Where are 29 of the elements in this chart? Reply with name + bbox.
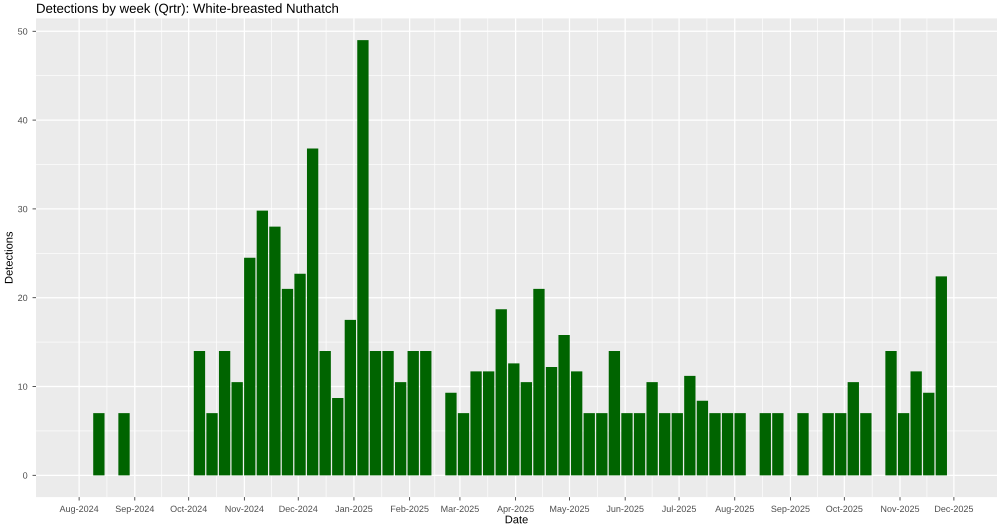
y-tick-label: 30 bbox=[18, 206, 28, 212]
x-tick-label: Jul-2025 bbox=[662, 505, 696, 512]
x-tick-label: Mar-2025 bbox=[441, 506, 479, 512]
x-tick-label: Aug-2025 bbox=[715, 506, 754, 514]
x-tick-label: Oct-2024 bbox=[170, 506, 207, 512]
x-tick-label: Sep-2025 bbox=[771, 506, 810, 514]
x-tick-label: Jan-2025 bbox=[335, 506, 372, 512]
chart-title: Detections by week (Qrtr): White-breasted Nuthatch bbox=[37, 3, 338, 16]
y-tick-label: 0 bbox=[23, 472, 28, 479]
y-tick-label: 40 bbox=[18, 117, 28, 124]
x-tick-label: Aug-2024 bbox=[60, 506, 98, 514]
x-tick-label: Jun-2025 bbox=[606, 506, 644, 512]
bar bbox=[93, 413, 105, 476]
x-tick-label: Feb-2025 bbox=[391, 505, 429, 512]
x-tick-label: May-2025 bbox=[550, 506, 590, 514]
y-tick-label: 20 bbox=[18, 294, 28, 302]
y-tick-label: 50 bbox=[18, 28, 28, 35]
x-tick-label: Apr-2025 bbox=[497, 506, 534, 514]
bar bbox=[118, 413, 130, 476]
x-axis-title: Date bbox=[506, 516, 528, 524]
x-tick-label: Nov-2024 bbox=[226, 506, 264, 512]
x-tick-label: Dec-2025 bbox=[935, 506, 974, 512]
x-tick-label: Sep-2024 bbox=[116, 506, 154, 514]
x-tick-label: Oct-2025 bbox=[826, 506, 863, 512]
x-tick-label: Nov-2025 bbox=[881, 506, 920, 512]
y-tick-label: 10 bbox=[18, 383, 28, 390]
x-tick-label: Dec-2024 bbox=[279, 506, 318, 512]
y-axis-title: Detections bbox=[4, 232, 13, 284]
bar bbox=[797, 413, 809, 476]
